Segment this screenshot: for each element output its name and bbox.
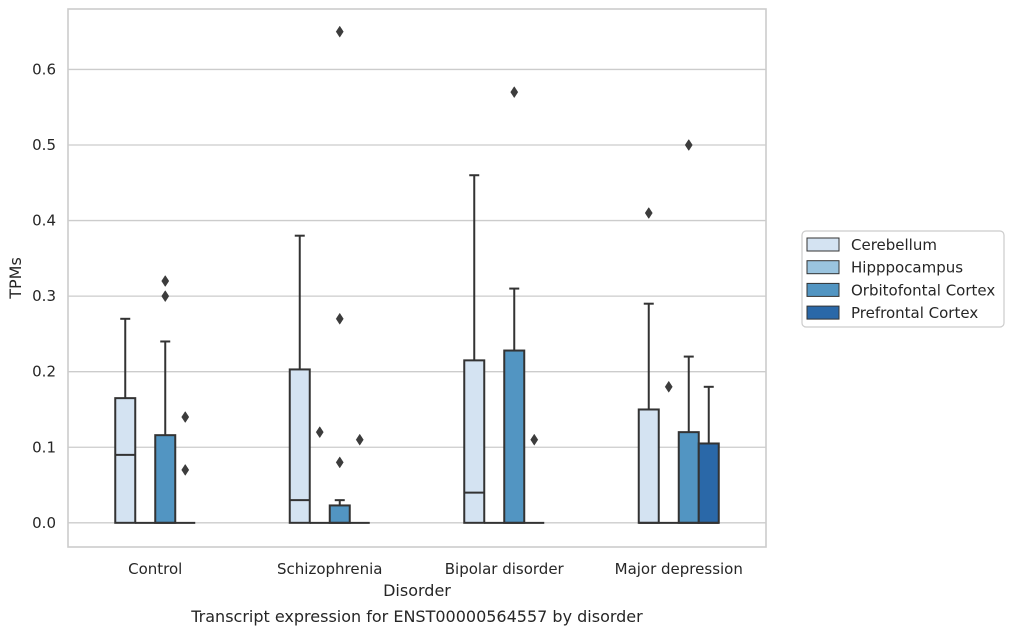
box-1-1 bbox=[309, 426, 330, 524]
box-0-0 bbox=[114, 317, 137, 524]
legend-label: Hipppocampus bbox=[851, 259, 963, 277]
legend-label: Orbitofontal Cortex bbox=[851, 281, 995, 299]
legend-label: Cerebellum bbox=[851, 236, 937, 254]
legend-frame bbox=[801, 230, 1005, 328]
box-body bbox=[677, 431, 700, 524]
y-axis-title: TPMs bbox=[6, 257, 25, 300]
legend-swatch bbox=[806, 305, 840, 320]
box-plots bbox=[114, 25, 720, 524]
legend-swatch bbox=[806, 260, 840, 275]
box-body bbox=[697, 442, 720, 524]
outlier-point bbox=[684, 139, 693, 151]
box-2-0 bbox=[463, 174, 486, 524]
box-body bbox=[114, 397, 137, 524]
legend-swatch bbox=[806, 282, 840, 297]
y-tick-label: 0.4 bbox=[32, 212, 56, 230]
box-2-3 bbox=[524, 433, 545, 524]
box-0-2 bbox=[154, 275, 177, 524]
box-body bbox=[503, 349, 526, 524]
y-tick-label: 0.1 bbox=[32, 438, 56, 456]
box-1-0 bbox=[288, 234, 311, 524]
x-axis-title: Disorder bbox=[383, 581, 451, 600]
box-body bbox=[328, 504, 351, 524]
box-body bbox=[463, 359, 486, 524]
outlier-point bbox=[510, 86, 519, 99]
y-tick-label: 0.5 bbox=[32, 136, 56, 154]
grid-lines bbox=[68, 68, 766, 524]
y-tick-label: 0.2 bbox=[32, 363, 56, 381]
outlier-point bbox=[335, 312, 344, 325]
box-3-3 bbox=[697, 385, 720, 524]
box-3-0 bbox=[637, 207, 660, 524]
box-3-2 bbox=[677, 139, 700, 524]
x-tick-label: Control bbox=[128, 560, 182, 578]
y-tick-labels: 0.0 0.1 0.2 0.3 0.4 0.5 0.6 bbox=[32, 60, 56, 531]
box-2-2 bbox=[503, 86, 526, 524]
legend: Cerebellum Hipppocampus Orbitofontal Corte… bbox=[801, 230, 1005, 328]
box-0-3 bbox=[175, 411, 196, 524]
chart-caption: Transcript expression for ENST0000056455… bbox=[190, 607, 643, 626]
box-body bbox=[288, 368, 311, 524]
legend-label: Prefrontal Cortex bbox=[851, 304, 978, 322]
box-3-1 bbox=[658, 380, 679, 524]
box-body bbox=[637, 408, 660, 524]
x-tick-label: Major depression bbox=[615, 560, 743, 578]
outlier-point bbox=[315, 426, 324, 439]
x-tick-label: Bipolar disorder bbox=[445, 560, 565, 578]
plot-area-frame bbox=[67, 8, 767, 548]
outlier-point bbox=[644, 207, 653, 219]
box-body bbox=[154, 434, 177, 524]
outlier-point bbox=[530, 433, 539, 446]
y-tick-label: 0.3 bbox=[32, 287, 56, 305]
y-tick-label: 0.0 bbox=[32, 514, 56, 532]
outlier-point bbox=[161, 275, 170, 287]
x-tick-labels: Control Schizophrenia Bipolar disorder Majo… bbox=[128, 560, 743, 578]
x-tick-label: Schizophrenia bbox=[277, 560, 382, 578]
outlier-point bbox=[664, 380, 673, 393]
box-1-2 bbox=[328, 25, 351, 524]
box-1-3 bbox=[349, 433, 370, 524]
outlier-point bbox=[335, 456, 344, 469]
outlier-point bbox=[181, 411, 190, 423]
outlier-point bbox=[181, 463, 190, 476]
outlier-point bbox=[335, 25, 344, 38]
outlier-point bbox=[161, 290, 170, 303]
y-tick-label: 0.6 bbox=[32, 60, 56, 78]
legend-swatch bbox=[806, 237, 840, 252]
outlier-point bbox=[355, 433, 364, 446]
